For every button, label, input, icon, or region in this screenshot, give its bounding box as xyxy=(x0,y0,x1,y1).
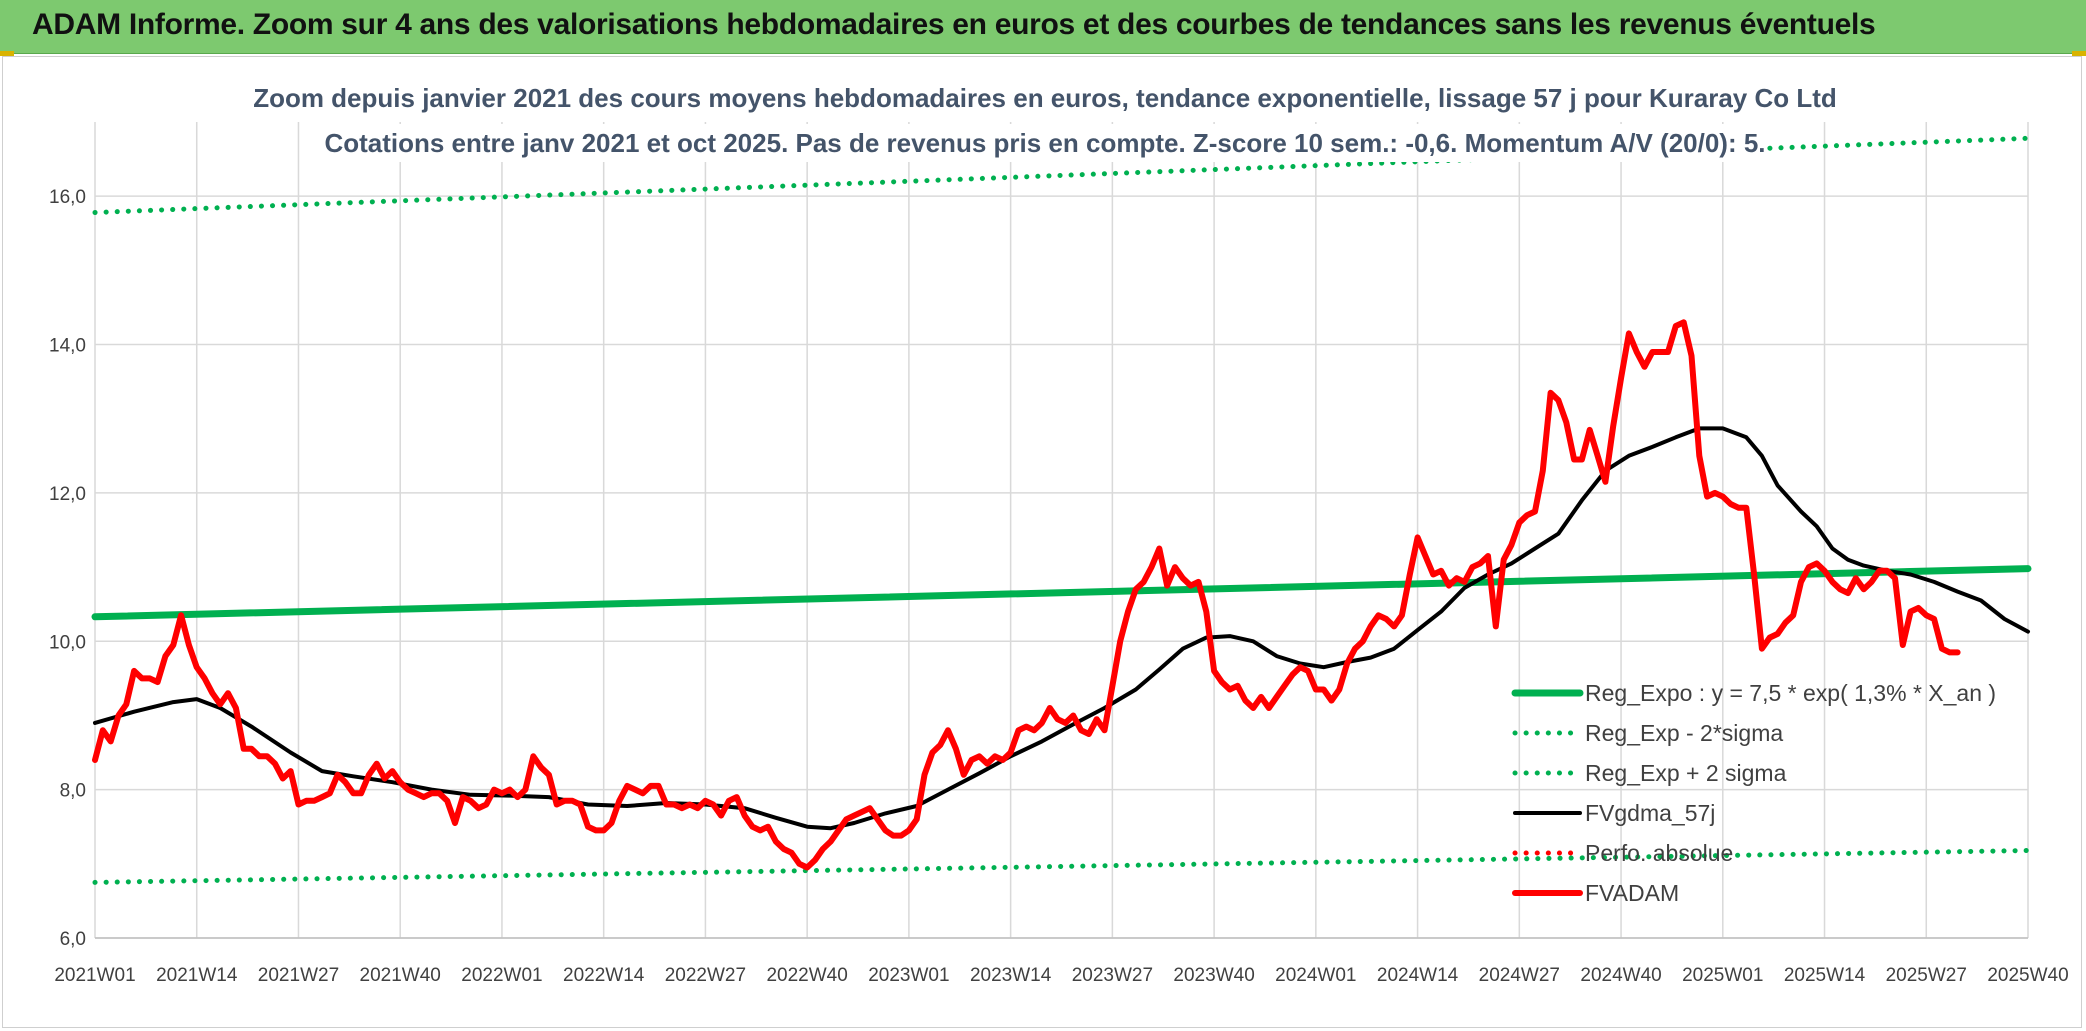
y-tick-label: 8,0 xyxy=(60,781,86,802)
chart-subtitle: Cotations entre janv 2021 et oct 2025. P… xyxy=(324,128,1765,158)
x-tick-label: 2022W40 xyxy=(766,965,847,986)
x-tick-label: 2023W01 xyxy=(868,965,949,986)
x-tick-label: 2023W40 xyxy=(1173,965,1254,986)
series-line-reg-expo-y-7-5-exp-1-3-x-an xyxy=(91,565,2032,621)
y-axis: 6,0 8,0 10,0 12,0 14,0 16,0 xyxy=(49,187,86,950)
x-tick-label: 2022W27 xyxy=(665,965,746,986)
x-tick-label: 2025W01 xyxy=(1682,965,1763,986)
legend: Reg_Expo : y = 7,5 * exp( 1,3% * X_an ) R… xyxy=(1511,680,1996,906)
x-tick-label: 2025W40 xyxy=(1987,965,2068,986)
chart-frame xyxy=(2,56,2082,1028)
x-tick-label: 2021W27 xyxy=(258,965,339,986)
legend-label-reg-expo-y-7-5-exp-1-3-x-an: Reg_Expo : y = 7,5 * exp( 1,3% * X_an ) xyxy=(1585,680,1996,706)
banner-accent-left xyxy=(0,51,14,56)
y-tick-label: 12,0 xyxy=(49,484,86,505)
y-tick-label: 10,0 xyxy=(49,632,86,653)
legend-label-reg-exp-2-sigma: Reg_Exp + 2 sigma xyxy=(1585,760,1787,786)
series-lines xyxy=(91,135,2032,885)
legend-label-fvgdma-57j: FVgdma_57j xyxy=(1585,800,1715,826)
x-tick-label: 2024W27 xyxy=(1479,965,1560,986)
legend-label-perfo-absolue: Perfo. absolue xyxy=(1585,840,1733,866)
x-tick-label: 2021W01 xyxy=(54,965,135,986)
x-tick-label: 2021W40 xyxy=(360,965,441,986)
series-line-reg-exp-2-sigma xyxy=(92,848,2031,885)
x-tick-label: 2025W14 xyxy=(1784,965,1866,986)
chart-title: Zoom depuis janvier 2021 des cours moyen… xyxy=(253,83,1837,113)
x-tick-label: 2021W14 xyxy=(156,965,238,986)
report-title: ADAM Informe. Zoom sur 4 ans des valoris… xyxy=(32,8,1876,41)
x-tick-label: 2023W14 xyxy=(970,965,1052,986)
x-axis: 2021W01 2021W14 2021W27 2021W40 2022W01 2022W… xyxy=(54,965,2068,986)
x-tick-label: 2024W40 xyxy=(1580,965,1661,986)
grid xyxy=(94,122,2029,939)
subtitle-backdrop xyxy=(372,124,1758,162)
x-tick-label: 2023W27 xyxy=(1072,965,1153,986)
y-tick-label: 6,0 xyxy=(60,929,86,950)
x-tick-label: 2025W27 xyxy=(1886,965,1967,986)
x-tick-label: 2022W01 xyxy=(461,965,542,986)
y-tick-label: 16,0 xyxy=(49,187,86,208)
report-banner: ADAM Informe. Zoom sur 4 ans des valoris… xyxy=(0,0,2086,54)
series-line-fvadam xyxy=(92,319,1961,871)
legend-label-reg-exp-2-sigma: Reg_Exp - 2*sigma xyxy=(1585,720,1783,746)
x-tick-label: 2022W14 xyxy=(563,965,645,986)
legend-label-fvadam: FVADAM xyxy=(1585,880,1679,906)
y-tick-label: 14,0 xyxy=(49,336,86,357)
x-tick-label: 2024W14 xyxy=(1377,965,1459,986)
banner-accent-right xyxy=(2072,51,2086,56)
x-tick-label: 2024W01 xyxy=(1275,965,1356,986)
